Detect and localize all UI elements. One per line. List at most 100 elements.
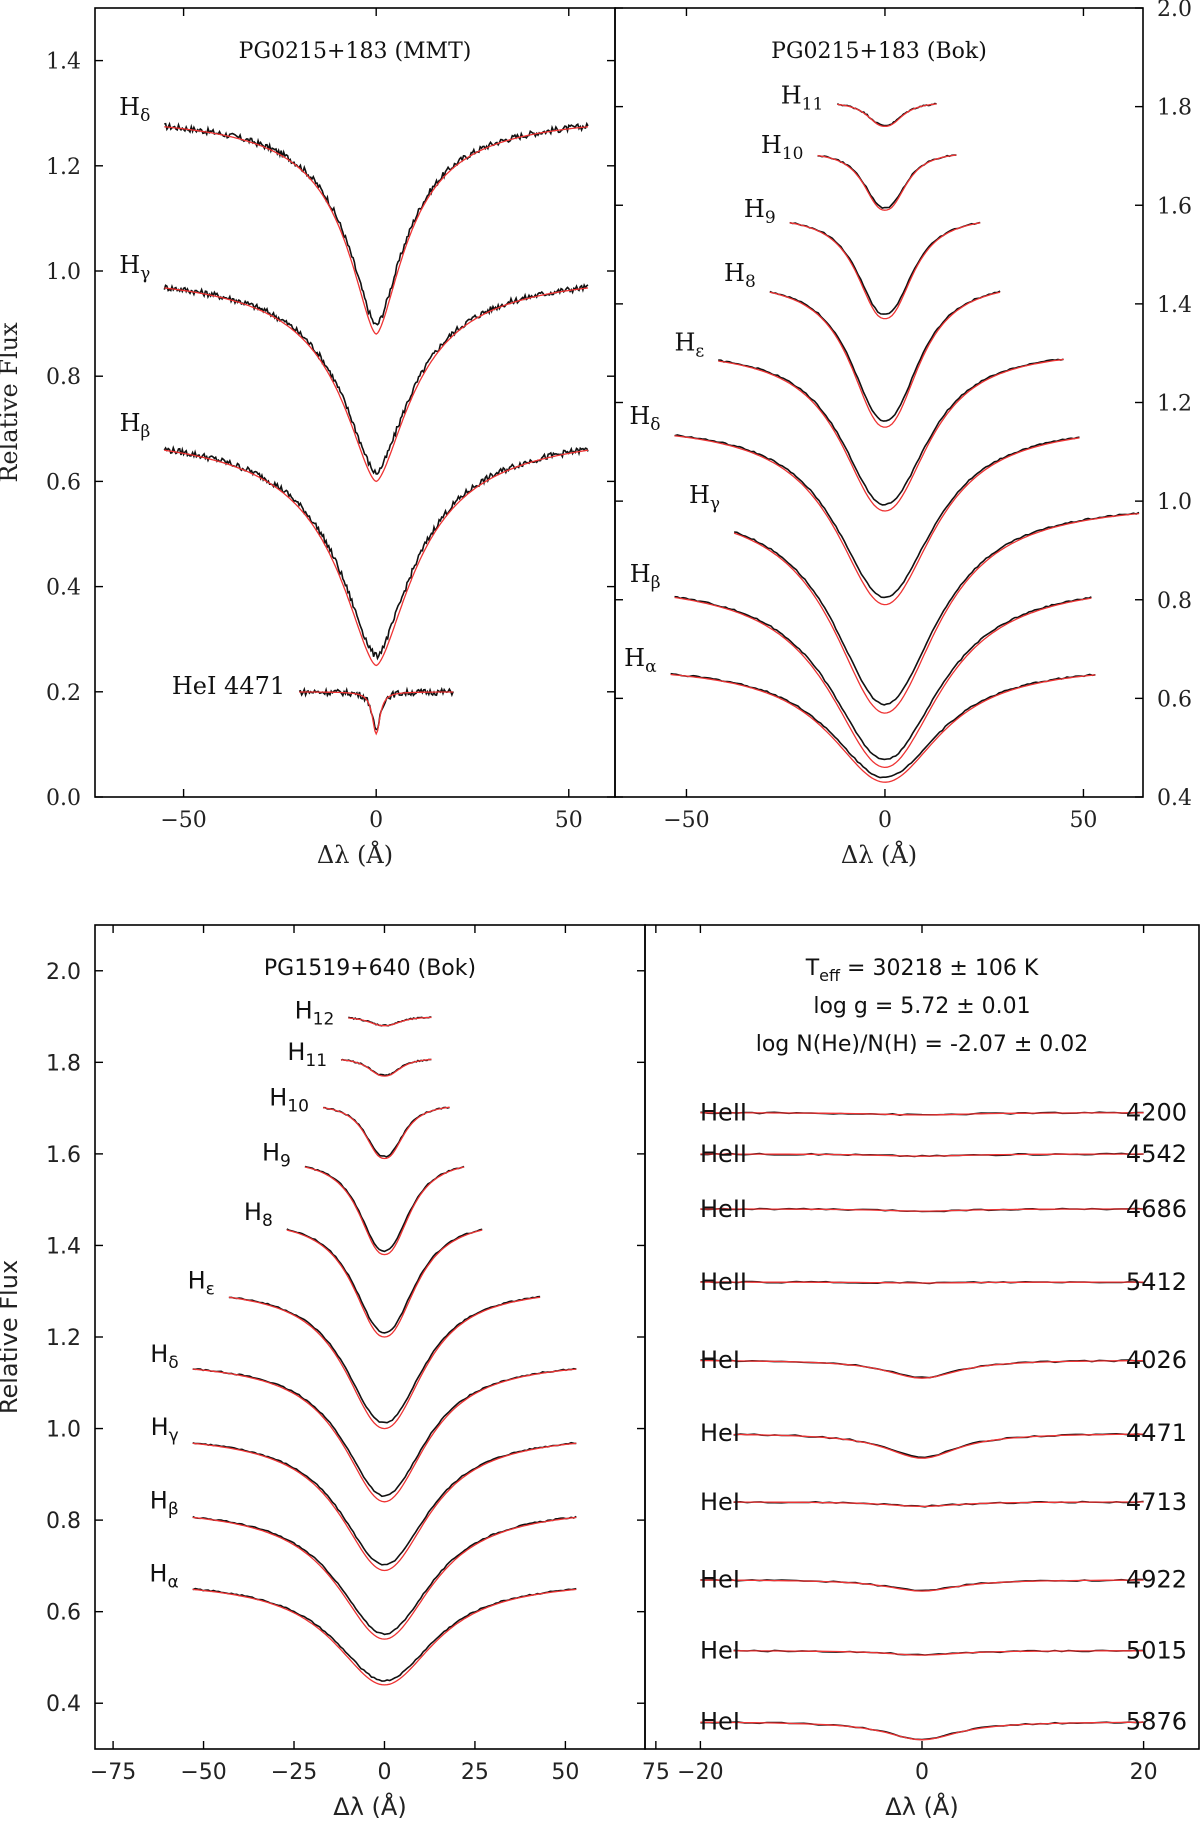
- y-tick-label: 1.0: [1157, 490, 1192, 515]
- line-label-base: H: [119, 251, 140, 279]
- observed-spectrum: [700, 1359, 1144, 1379]
- y-tick-label: 0.4: [1157, 786, 1192, 811]
- line-label-wavelength: 4026: [1126, 1346, 1187, 1374]
- y-tick-label: 1.8: [1157, 96, 1192, 121]
- observed-spectrum: [192, 1441, 577, 1566]
- observed-spectrum: [164, 121, 589, 326]
- line-label-ion: HeI: [700, 1708, 740, 1736]
- observed-spectrum: [789, 221, 981, 315]
- y-tick-label: 1.2: [46, 1326, 81, 1351]
- plot-frame: [94, 924, 646, 1750]
- line-label-base: HeI 4471: [172, 672, 285, 700]
- line-label: Hγ: [119, 251, 150, 284]
- line-label-base: H: [781, 82, 802, 110]
- line-label-ion: HeI: [700, 1419, 740, 1447]
- logg-annotation: log g = 5.72 ± 0.01: [813, 994, 1030, 1019]
- series-H9: H9: [262, 1138, 465, 1256]
- line-label-ion: HeI: [700, 1566, 740, 1594]
- y-tick-label: 0.4: [46, 1692, 81, 1717]
- series-HeI-4922: HeI 4922: [700, 1566, 1187, 1594]
- line-label: H11: [287, 1038, 327, 1071]
- model-spectrum: [299, 691, 454, 736]
- line-label-subscript: γ: [710, 494, 720, 514]
- line-label-ion: HeI: [700, 1346, 740, 1374]
- model-spectrum: [164, 126, 589, 335]
- model-spectrum: [700, 1153, 1144, 1157]
- line-label-wavelength: 4922: [1126, 1566, 1187, 1594]
- series-H11: H11: [781, 82, 937, 127]
- panel-title: PG0215+183 (Bok): [771, 39, 987, 64]
- y-tick-label: 0.6: [46, 1601, 81, 1626]
- x-tick-label: −75: [90, 1760, 136, 1785]
- line-label-base: H: [244, 1198, 262, 1226]
- observed-spectrum: [228, 1295, 541, 1424]
- observed-spectrum: [674, 434, 1080, 599]
- observed-spectrum: [163, 283, 589, 475]
- line-label: H9: [262, 1138, 291, 1171]
- x-tick-label: 50: [555, 808, 583, 833]
- line-label-base: H: [150, 1340, 168, 1368]
- line-label: Hα: [149, 1560, 178, 1593]
- series-HeII-4686: HeII 4686: [700, 1195, 1187, 1223]
- line-label-subscript: 9: [280, 1151, 291, 1171]
- line-label-subscript: ε: [206, 1280, 215, 1300]
- x-tick-label: 50: [551, 1760, 579, 1785]
- line-label-base: H: [744, 195, 765, 223]
- y-tick-label: 1.6: [1157, 194, 1192, 219]
- observed-spectrum: [304, 1165, 465, 1253]
- series-HeI-4471: HeI 4471: [172, 672, 454, 736]
- x-tick-label: 0: [915, 1760, 929, 1785]
- line-label-subscript: ε: [695, 341, 704, 361]
- model-spectrum: [837, 103, 937, 127]
- observed-spectrum: [700, 1721, 1144, 1741]
- y-tick-label: 2.0: [46, 960, 81, 985]
- y-tick-label: 1.0: [46, 1418, 81, 1443]
- x-axis-label: Δλ (Å): [885, 1792, 958, 1821]
- series-Hε: Hε: [188, 1267, 541, 1430]
- line-label: Hδ: [119, 93, 150, 126]
- series-HeI-4471: HeI 4471: [700, 1419, 1187, 1459]
- y-tick-label: 0.6: [1157, 687, 1192, 712]
- line-label-subscript: β: [168, 1499, 179, 1519]
- model-spectrum: [228, 1296, 541, 1430]
- x-tick-label: −50: [663, 808, 709, 833]
- series-Hδ: Hδ: [629, 402, 1080, 606]
- x-tick-label: 0: [369, 808, 383, 833]
- y-tick-label: 1.4: [46, 1234, 81, 1259]
- x-tick-label: −20: [677, 1760, 723, 1785]
- observed-spectrum: [733, 1432, 1144, 1459]
- line-label: HeI 4471: [172, 672, 285, 700]
- panel-p2: −50 0 50 0.4 0.6 0.8 1.0 1.2 1.4 1.6 1.8 2.0 Δλ (Å) P…: [614, 0, 1192, 869]
- series-H11: H11: [287, 1038, 432, 1077]
- y-tick-label: 1.4: [1157, 293, 1192, 318]
- model-spectrum: [700, 1208, 1144, 1212]
- x-tick-label: −25: [271, 1760, 317, 1785]
- line-label-ion: HeII: [700, 1140, 747, 1168]
- model-spectrum: [674, 435, 1080, 606]
- y-tick-label: 1.2: [1157, 392, 1192, 417]
- model-spectrum: [192, 1516, 577, 1640]
- line-label: Hγ: [689, 481, 720, 514]
- panel-p1: −50 0 50 0.0 0.2 0.4 0.6 0.8 1.0 1.2 1.4 Δλ (Å) Rela…: [0, 7, 616, 869]
- model-spectrum: [286, 1229, 483, 1338]
- line-label: Hγ: [151, 1413, 179, 1446]
- observed-spectrum: [718, 358, 1064, 506]
- line-label-wavelength: 4686: [1126, 1195, 1187, 1223]
- x-tick-label: 25: [461, 1760, 489, 1785]
- model-spectrum: [304, 1166, 465, 1256]
- y-tick-label: 1.4: [46, 50, 81, 75]
- series-H12: H12: [295, 997, 432, 1030]
- line-label-ion: HeI: [700, 1488, 740, 1516]
- x-axis-label: Δλ (Å): [841, 840, 917, 869]
- line-label: H10: [761, 131, 804, 164]
- line-label-base: H: [119, 93, 140, 121]
- line-label: H8: [244, 1198, 273, 1231]
- line-label-subscript: α: [167, 1573, 178, 1593]
- y-axis-label: Relative Flux: [0, 322, 23, 483]
- line-label-base: H: [120, 409, 141, 437]
- model-spectrum: [674, 596, 1092, 769]
- line-label-base: H: [624, 644, 645, 672]
- series-Hδ: Hδ: [150, 1340, 577, 1503]
- line-label-wavelength: 4471: [1126, 1419, 1187, 1447]
- line-label-subscript: 11: [305, 1051, 327, 1071]
